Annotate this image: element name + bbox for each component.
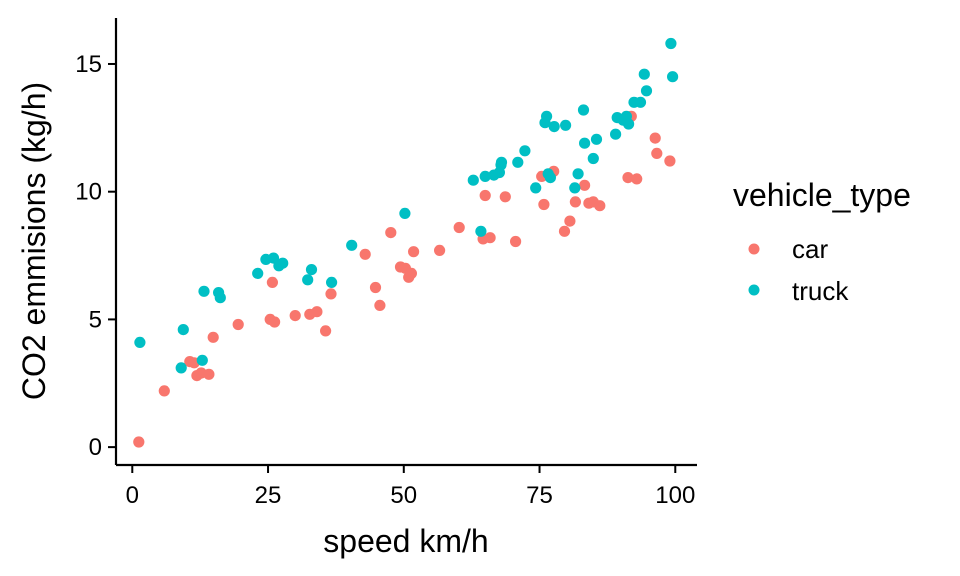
data-point-car <box>579 179 591 191</box>
data-points <box>133 37 679 448</box>
data-point-car <box>434 244 446 256</box>
data-point-truck <box>610 128 622 140</box>
data-point-car <box>499 191 511 203</box>
legend-label-truck: truck <box>792 276 849 306</box>
data-point-car <box>320 325 332 337</box>
data-point-truck <box>495 156 508 168</box>
data-point-car <box>558 225 571 237</box>
data-point-truck <box>305 264 318 276</box>
data-point-truck <box>198 285 210 297</box>
legend-swatch-car <box>748 243 760 255</box>
data-point-truck <box>530 182 542 194</box>
legend-swatch-truck <box>748 284 760 296</box>
data-point-truck <box>569 182 581 194</box>
data-point-car <box>509 235 522 248</box>
y-tick-label: 10 <box>75 179 102 206</box>
x-tick-label: 100 <box>655 482 695 509</box>
data-point-car <box>207 331 219 343</box>
x-axis-title: speed km/h <box>323 523 488 559</box>
data-point-truck <box>467 174 479 186</box>
data-point-truck <box>399 207 411 219</box>
data-point-truck <box>134 336 146 348</box>
data-point-truck <box>544 172 557 184</box>
x-axis-ticks: 0 25 50 75 100 <box>126 465 695 509</box>
data-point-car <box>651 147 663 159</box>
data-point-car <box>631 173 643 185</box>
data-point-car <box>266 276 278 288</box>
data-point-car <box>484 232 496 244</box>
data-point-truck <box>665 37 677 50</box>
legend-label-car: car <box>792 234 828 264</box>
data-point-car <box>479 189 491 202</box>
data-point-truck <box>479 170 491 182</box>
data-point-truck <box>475 225 487 237</box>
data-point-car <box>594 200 606 212</box>
data-point-truck <box>326 276 338 288</box>
data-point-truck <box>572 168 584 180</box>
data-point-truck <box>548 121 560 133</box>
data-point-car <box>664 155 676 167</box>
legend: vehicle_type car truck <box>733 177 911 306</box>
data-point-car <box>203 368 215 380</box>
data-point-car <box>289 310 301 322</box>
x-tick-label: 25 <box>255 482 282 509</box>
data-point-car <box>359 248 371 260</box>
y-tick-label: 0 <box>89 434 102 461</box>
data-point-car <box>232 318 244 331</box>
data-point-car <box>325 288 337 300</box>
data-point-truck <box>519 145 531 157</box>
y-tick-label: 15 <box>75 51 102 78</box>
data-point-truck <box>302 274 314 286</box>
data-point-car <box>408 246 420 258</box>
data-point-truck <box>577 104 590 116</box>
y-axis-title: CO2 emmisions (kg/h) <box>16 82 52 400</box>
data-point-truck <box>346 239 358 251</box>
data-point-car <box>538 198 550 211</box>
data-point-truck <box>590 133 603 145</box>
data-point-car <box>569 196 582 208</box>
data-point-truck <box>640 85 653 97</box>
data-point-truck <box>634 96 647 108</box>
data-point-car <box>564 215 576 227</box>
data-point-car <box>158 385 170 397</box>
data-point-truck <box>252 267 264 279</box>
data-point-car <box>311 306 323 318</box>
data-point-truck <box>638 68 650 80</box>
x-tick-label: 75 <box>526 482 553 509</box>
data-point-car <box>269 316 281 328</box>
y-axis-ticks: 0 5 10 15 <box>75 51 116 461</box>
data-point-truck <box>177 324 189 336</box>
data-point-car <box>369 281 382 294</box>
y-tick-label: 5 <box>89 306 102 333</box>
data-point-truck <box>541 110 553 122</box>
data-point-truck <box>579 137 591 149</box>
x-tick-label: 50 <box>390 482 417 509</box>
data-point-truck <box>196 354 208 366</box>
data-point-truck <box>587 152 599 165</box>
data-point-car <box>405 267 417 279</box>
data-point-truck <box>277 257 289 269</box>
data-point-truck <box>175 362 187 374</box>
data-point-truck <box>623 118 635 130</box>
legend-title: vehicle_type <box>733 177 911 213</box>
data-point-car <box>649 132 661 144</box>
data-point-car <box>374 299 386 311</box>
data-point-car <box>385 227 397 239</box>
data-point-truck <box>560 119 572 131</box>
data-point-car <box>133 436 145 448</box>
data-point-car <box>622 172 634 184</box>
data-point-truck <box>667 71 679 83</box>
plot-panel: 0 25 50 75 100 0 5 10 15 <box>75 18 697 509</box>
x-tick-label: 0 <box>126 482 139 509</box>
data-point-truck <box>512 156 524 168</box>
data-point-car <box>453 221 465 234</box>
data-point-truck <box>214 292 226 304</box>
